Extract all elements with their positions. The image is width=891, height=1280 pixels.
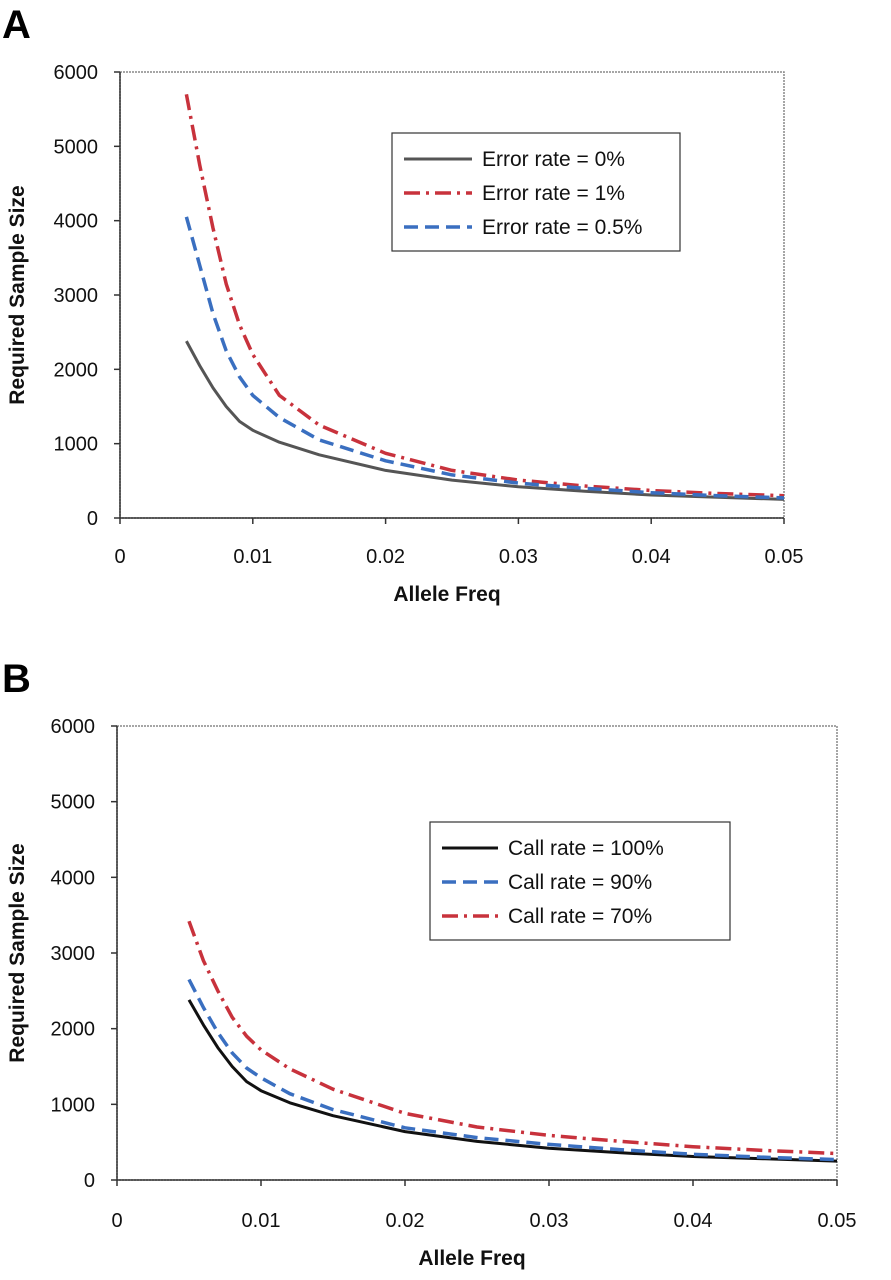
panel-b-y-tick-label: 3000 [51,943,96,965]
panel-a-legend-label: Error rate = 0.5% [482,216,642,239]
panel-a-series-line-1 [185,340,785,501]
panel-b-x-tick-label: 0.01 [242,1210,281,1232]
panel-a-chart: A 0 1000 2000 3000 4000 5000 6000 0 0.01 0.02 0.03 0… [2,3,803,606]
panel-a-y-tick-label: 1000 [54,434,99,456]
panel-b-legend-box [429,821,731,941]
panel-a-x-tick-label: 0.03 [499,546,538,568]
panel-b-letter: B [2,657,31,701]
panel-b-legend-label: Call rate = 70% [508,905,652,928]
panel-b-y-tick-label: 4000 [51,867,96,889]
panel-b-x-axis-title: Allele Freq [418,1247,525,1270]
panel-b-chart: B 0 1000 2000 3000 4000 5000 6000 0 0.01 0.02 0.03 0… [2,657,856,1270]
panel-a-legend-label: Error rate = 1% [482,182,625,205]
panel-a-letter: A [2,3,31,47]
panel-b-legend-label: Call rate = 90% [508,871,652,894]
panel-b-x-tick-label: 0.03 [530,1210,569,1232]
panel-a-x-tick-label: 0.02 [366,546,405,568]
panel-a-series-line-3 [184,216,785,500]
panel-a-y-tick-label: 2000 [54,359,99,381]
panel-a-series-line-2 [184,93,785,498]
panel-a-y-axis-title: Required Sample Size [6,185,29,404]
panel-b-x-tick-label: 0.05 [818,1210,857,1232]
panel-a-legend-label: Error rate = 0% [482,148,625,171]
panel-a-x-tick-label: 0.04 [632,546,671,568]
panel-b-y-axis-title: Required Sample Size [6,843,29,1062]
panel-a-y-tick-label: 0 [87,508,98,530]
panel-a-y-tick-label: 5000 [54,136,99,158]
panel-b-x-tick-label: 0 [111,1210,122,1232]
panel-a-x-tick-label: 0.05 [765,546,804,568]
panel-b-legend-label: Call rate = 100% [508,837,664,860]
panel-a-y-tick-label: 6000 [54,62,99,84]
panel-b-plot-frame [116,725,838,1181]
panel-b-y-tick-label: 5000 [51,792,96,814]
panel-b-series-line-1 [187,999,838,1163]
panel-b-y-tick-label: 0 [84,1170,95,1192]
panel-a-x-tick-label: 0.01 [233,546,272,568]
panel-b-series-line-2 [187,978,838,1162]
panel-b-y-tick-label: 2000 [51,1019,96,1041]
panel-b-x-tick-label: 0.04 [674,1210,713,1232]
panel-a-y-tick-label: 4000 [54,211,99,233]
panel-b-series-line-3 [187,920,838,1156]
panel-a-x-axis-title: Allele Freq [393,583,500,606]
panel-b-y-tick-label: 1000 [51,1094,96,1116]
panel-b-x-tick-label: 0.02 [386,1210,425,1232]
panel-a-x-tick-label: 0 [114,546,125,568]
panel-a-y-tick-label: 3000 [54,285,99,307]
panel-b-y-tick-label: 6000 [51,716,96,738]
